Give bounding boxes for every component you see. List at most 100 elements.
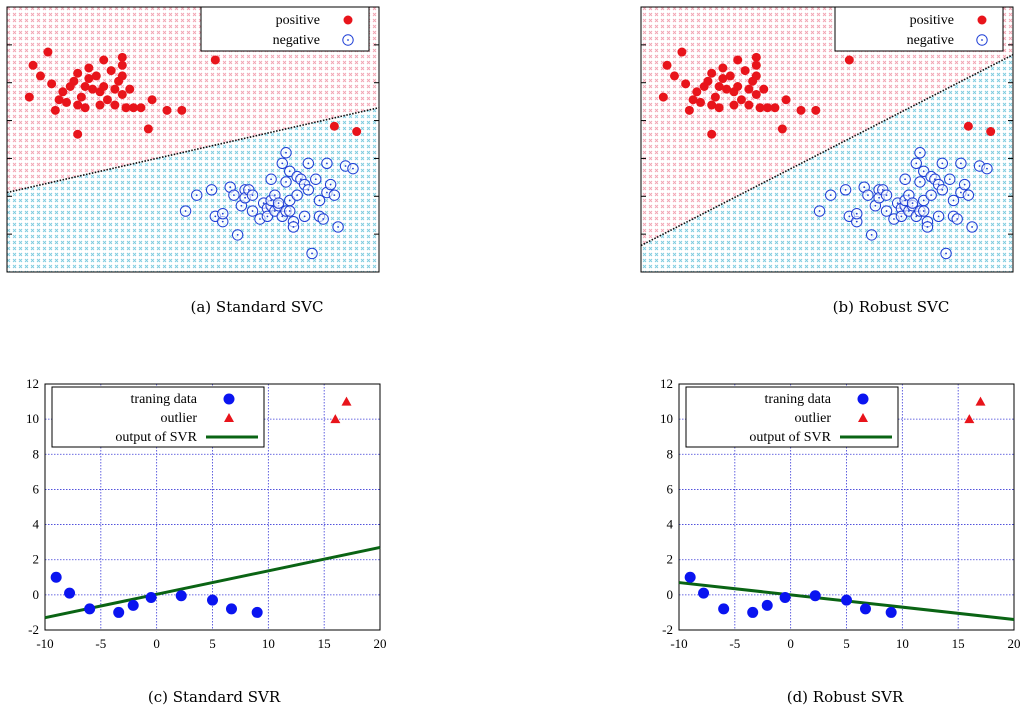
y-tick-label: 4 (667, 517, 674, 532)
positive-point (751, 71, 761, 81)
training-point (718, 603, 730, 615)
x-tick-label: 5 (209, 636, 216, 651)
positive-point (811, 105, 821, 115)
training-point (251, 606, 263, 618)
negative-point-dot (273, 210, 276, 212)
legend-marker-negative-dot (981, 39, 983, 41)
positive-point (781, 95, 791, 105)
negative-point-dot (907, 210, 910, 212)
negative-point-dot (867, 194, 869, 197)
legend-label-svr: output of SVR (115, 430, 197, 445)
negative-point-dot (266, 215, 269, 218)
positive-point (177, 105, 187, 115)
positive-point (722, 84, 732, 94)
chart-caption: (b) Robust SVC (833, 298, 950, 316)
outlier-point (964, 414, 975, 424)
positive-point (73, 129, 83, 139)
negative-point (936, 157, 949, 170)
y-tick-label: 4 (33, 517, 40, 532)
negative-point (328, 189, 341, 201)
positive-point (751, 60, 761, 70)
x-tick-label: 15 (952, 636, 965, 651)
negative-point-dot (818, 210, 821, 212)
negative-point-dot (960, 191, 962, 194)
positive-point (69, 76, 79, 86)
negative-point (955, 157, 967, 170)
negative-point-dot (948, 178, 951, 181)
positive-point (714, 103, 724, 113)
legend-marker-training (857, 393, 869, 405)
positive-point (762, 103, 772, 113)
positive-point (696, 97, 706, 107)
svc-chart-0: positive negative (a) Standard SVC (6, 6, 380, 316)
negative-point (813, 205, 826, 217)
negative-point (298, 210, 311, 223)
y-tick-label: -2 (662, 622, 673, 637)
positive-point (740, 66, 750, 76)
positive-point (658, 92, 668, 102)
y-tick-label: 8 (667, 446, 674, 461)
negative-point-dot (904, 199, 907, 202)
positive-point (688, 95, 698, 105)
negative-point-dot (270, 178, 273, 181)
negative-point (310, 173, 322, 185)
decision-boundary (640, 53, 1014, 247)
positive-point (844, 55, 854, 65)
y-tick-label: 2 (33, 552, 40, 567)
negative-point (921, 221, 934, 233)
positive-point (28, 60, 38, 70)
negative-point-dot (296, 194, 299, 197)
training-point (809, 590, 821, 602)
negative-point (981, 162, 993, 175)
negative-point-dot (963, 183, 966, 186)
legend-marker-outlier (224, 413, 234, 422)
legend-label-outlier: outlier (160, 411, 197, 426)
legend-marker-positive (977, 15, 987, 25)
training-point (113, 606, 125, 618)
positive-point (707, 129, 717, 139)
negative-point-dot (303, 215, 306, 218)
positive-point (707, 68, 717, 78)
negative-point-dot (288, 199, 291, 202)
negative-point-dot (922, 199, 925, 202)
y-tick-label: 6 (667, 481, 674, 496)
negative-point-dot (863, 186, 866, 189)
negative-point-dot (288, 210, 291, 212)
legend-marker-negative-dot (347, 39, 349, 41)
positive-point (744, 84, 754, 94)
negative-point-dot (919, 181, 921, 183)
negative-point (302, 157, 315, 170)
positive-point (718, 63, 728, 73)
negative-point (246, 205, 259, 217)
svr-chart-2: -10 -5 0 5 10 15 20 -2 0 2 4 6 8 10 12 traning data outl… (26, 376, 387, 706)
outlier-point (341, 396, 352, 406)
negative-point (932, 210, 945, 223)
negative-point (958, 178, 971, 191)
negative-point-dot (878, 196, 880, 199)
negative-point-dot (281, 162, 284, 165)
negative-point (865, 229, 878, 241)
negative-point (347, 162, 359, 175)
legend-label-training: traning data (765, 392, 832, 407)
negative-point-dot (978, 165, 981, 167)
negative-point-dot (285, 151, 287, 154)
negative-point (280, 147, 292, 159)
negative-point (825, 189, 837, 201)
positive-point (329, 121, 339, 131)
positive-point (47, 79, 57, 89)
positive-point (744, 100, 754, 110)
negative-point-dot (844, 188, 847, 191)
negative-point (179, 205, 192, 217)
negative-point (940, 247, 952, 260)
positive-point (677, 47, 687, 57)
negative-point (272, 197, 285, 209)
negative-point-dot (184, 210, 187, 212)
y-tick-label: 12 (26, 376, 39, 391)
negative-point (947, 194, 960, 207)
negative-point (231, 229, 244, 241)
negative-point (280, 176, 292, 188)
legend-label-outlier: outlier (794, 411, 831, 426)
negative-point-dot (259, 218, 261, 220)
positive-point (729, 100, 739, 110)
